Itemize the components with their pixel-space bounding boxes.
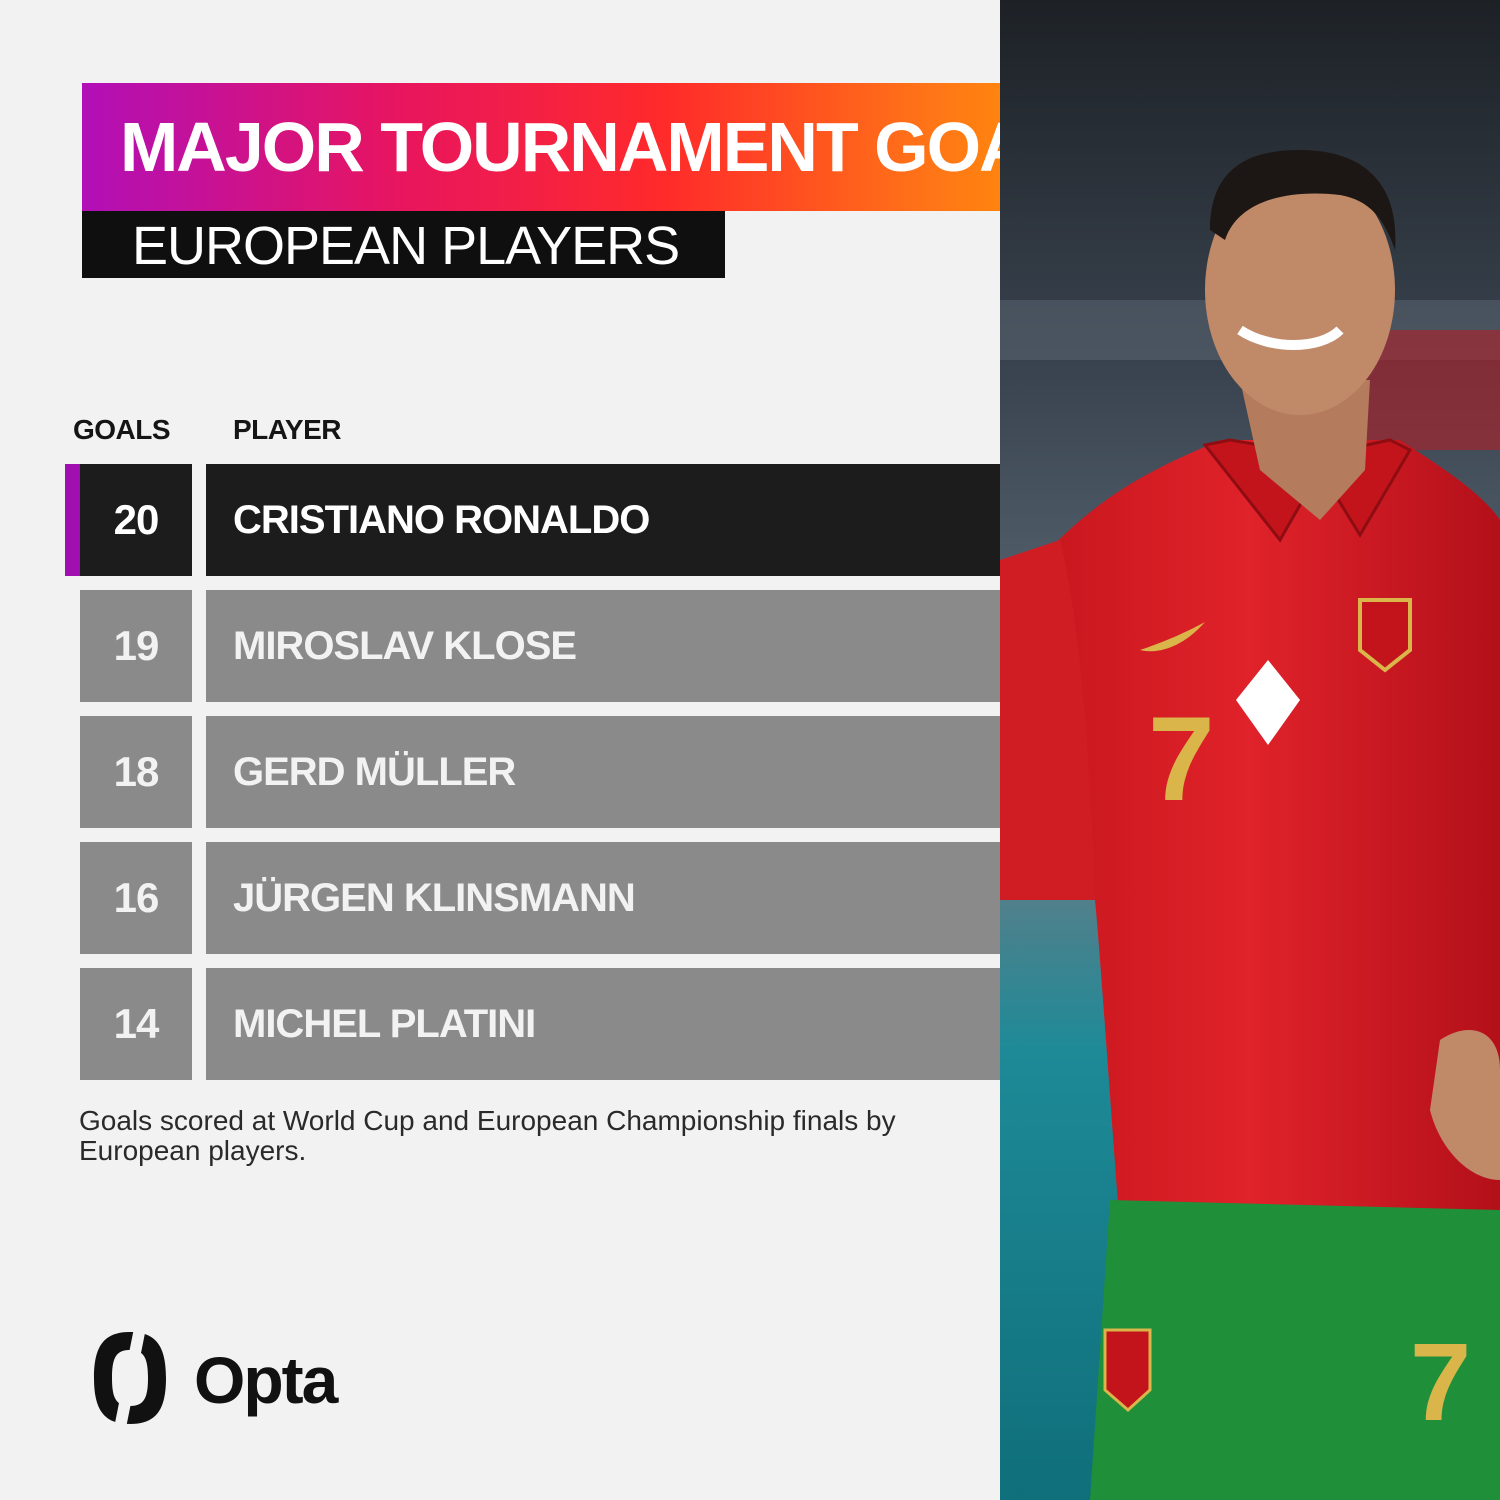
svg-text:7: 7 xyxy=(1148,692,1215,826)
subtitle-banner: EUROPEAN PLAYERS xyxy=(82,211,725,278)
goals-value: 14 xyxy=(80,968,192,1080)
goals-value: 16 xyxy=(80,842,192,954)
player-name: CRISTIANO RONALDO xyxy=(233,497,650,542)
goals-value: 19 xyxy=(80,590,192,702)
player-name-cell: MICHEL PLATINI xyxy=(206,968,1000,1080)
player-photo: 7 7 xyxy=(1000,0,1500,1500)
goals-value: 18 xyxy=(80,716,192,828)
title-banner: MAJOR TOURNAMENT GOALS xyxy=(82,83,1140,211)
svg-text:7: 7 xyxy=(1410,1321,1471,1444)
player-name: MIROSLAV KLOSE xyxy=(233,623,577,668)
player-name-cell: JÜRGEN KLINSMANN xyxy=(206,842,1000,954)
column-header-player: PLAYER xyxy=(233,414,342,445)
player-name: JÜRGEN KLINSMANN xyxy=(233,875,636,920)
goals-value: 20 xyxy=(80,464,192,576)
opta-logo: Opta xyxy=(90,1328,390,1428)
player-name: GERD MÜLLER xyxy=(233,749,516,794)
player-name: MICHEL PLATINI xyxy=(233,1001,536,1046)
row-highlight-accent xyxy=(65,464,80,576)
player-name-cell: CRISTIANO RONALDO xyxy=(206,464,1000,576)
goals-table: 20 CRISTIANO RONALDO 19 MIROSLAV KLOSE 18 GER… xyxy=(65,464,1000,1080)
footnote: Goals scored at World Cup and European C… xyxy=(79,1105,896,1166)
page-title: MAJOR TOURNAMENT GOALS xyxy=(120,108,1115,186)
page-subtitle: EUROPEAN PLAYERS xyxy=(132,216,680,276)
opta-mark-icon xyxy=(94,1328,166,1428)
opta-wordmark: Opta xyxy=(194,1343,338,1417)
player-name-cell: MIROSLAV KLOSE xyxy=(206,590,1000,702)
player-photo-illustration: 7 7 xyxy=(1000,0,1500,1500)
column-header-goals: GOALS xyxy=(73,414,171,445)
player-name-cell: GERD MÜLLER xyxy=(206,716,1000,828)
